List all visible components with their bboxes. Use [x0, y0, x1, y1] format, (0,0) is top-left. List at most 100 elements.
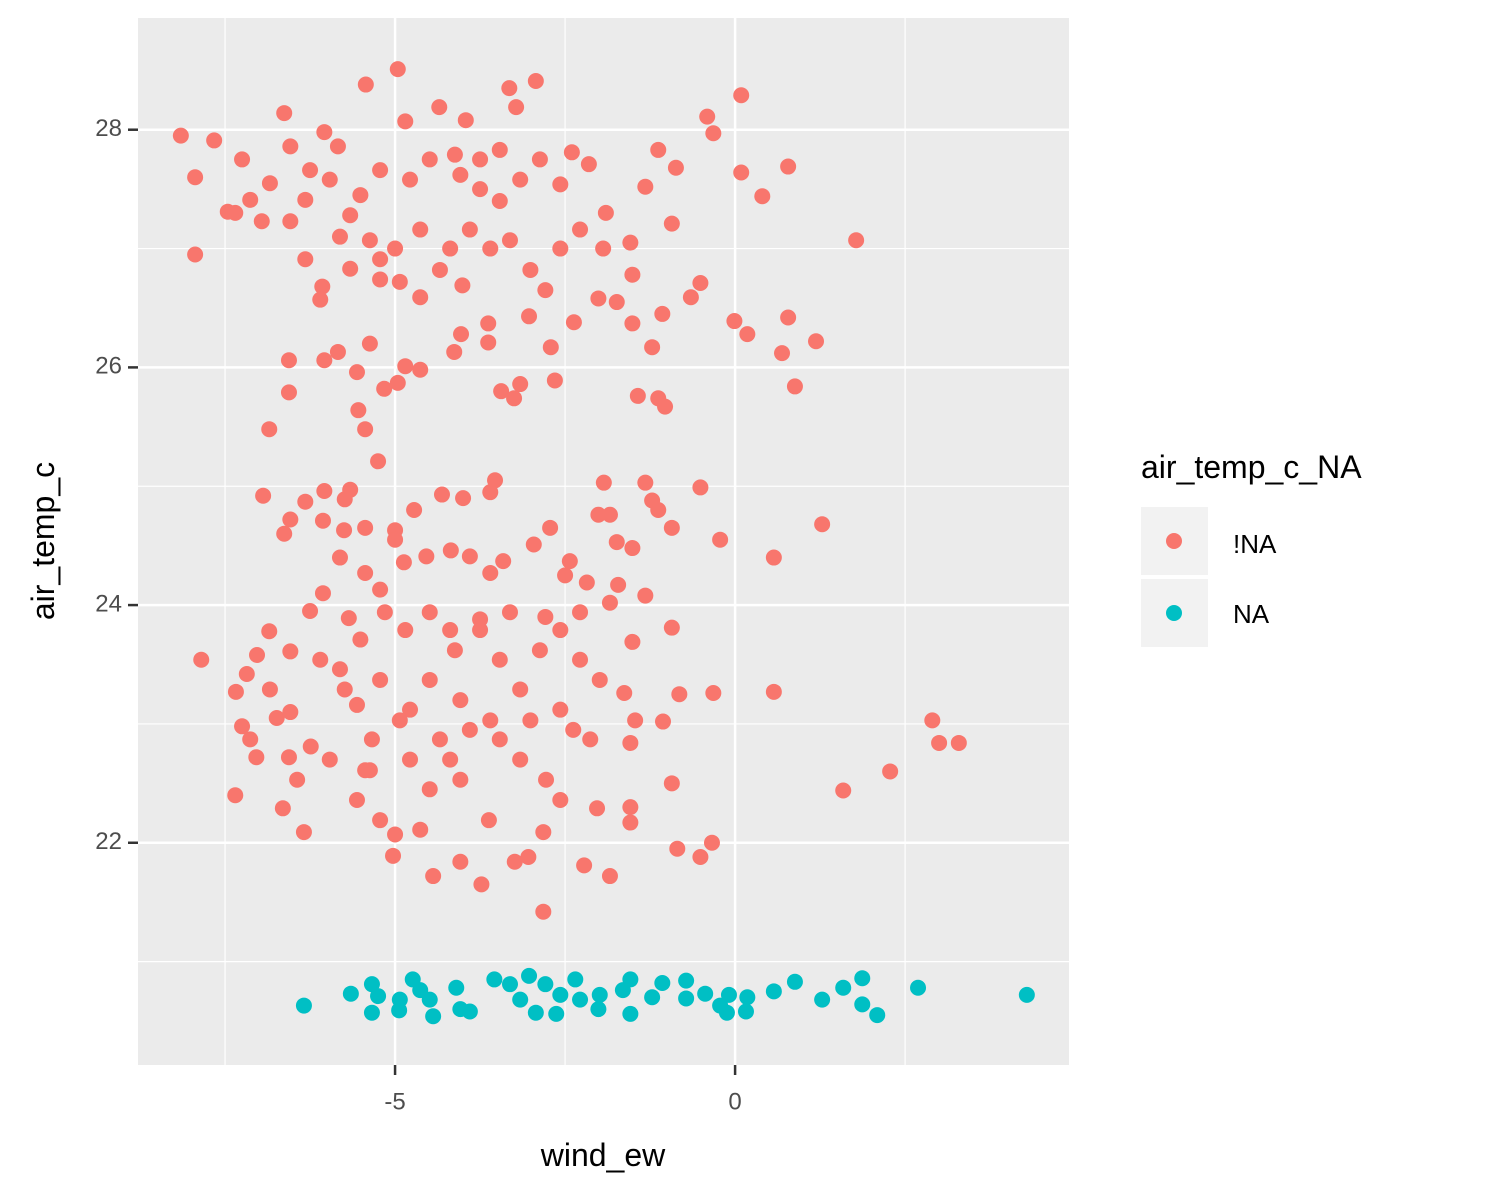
legend-title: air_temp_c_NA [1141, 449, 1362, 485]
point [348, 364, 365, 381]
point [501, 232, 518, 249]
y-tick-label: 26 [95, 353, 122, 380]
point [302, 603, 319, 620]
point [340, 610, 357, 627]
point [329, 138, 346, 155]
point [472, 611, 489, 628]
y-tick-label: 22 [95, 828, 122, 855]
point [608, 534, 625, 551]
point [667, 159, 684, 176]
point [501, 604, 518, 621]
point [412, 221, 429, 238]
point [678, 990, 695, 1007]
point [582, 731, 599, 748]
point [370, 988, 387, 1005]
point [580, 156, 597, 173]
point [461, 221, 478, 238]
point [610, 576, 627, 593]
point [627, 712, 644, 729]
point [357, 421, 374, 438]
point [363, 976, 380, 993]
point [622, 1005, 639, 1022]
point [726, 313, 743, 330]
point [589, 800, 606, 817]
point [452, 853, 469, 870]
point [535, 903, 552, 920]
panel [138, 18, 1069, 1065]
point [242, 191, 259, 208]
point [276, 525, 293, 542]
point [357, 762, 374, 779]
point [336, 681, 353, 698]
point [302, 162, 319, 179]
point [572, 604, 589, 621]
legend-symbol [1166, 605, 1182, 621]
point [624, 315, 641, 332]
point [238, 666, 255, 683]
point [282, 704, 299, 721]
point [361, 232, 378, 249]
point [442, 240, 459, 257]
point [421, 151, 438, 168]
point [248, 749, 265, 766]
x-axis-title: wind_ew [540, 1137, 666, 1173]
point [461, 721, 478, 738]
point [280, 352, 297, 369]
point [297, 251, 314, 268]
point [521, 967, 538, 984]
point [848, 232, 865, 249]
point [491, 651, 508, 668]
axes: -5 0 22 24 26 28 [95, 115, 741, 1115]
point [406, 502, 423, 519]
point [397, 358, 414, 375]
point [227, 204, 244, 221]
point [433, 486, 450, 503]
point [754, 188, 771, 205]
point [421, 671, 438, 688]
point [854, 970, 871, 987]
point [521, 308, 538, 325]
point [591, 671, 608, 688]
point [650, 502, 667, 519]
point [644, 989, 661, 1006]
point [567, 971, 584, 988]
point [261, 421, 278, 438]
point [522, 712, 539, 729]
point [552, 791, 569, 808]
point [548, 1005, 565, 1022]
point [910, 979, 927, 996]
point [814, 516, 831, 533]
point [391, 273, 408, 290]
point [473, 876, 490, 893]
point [950, 734, 967, 751]
point [739, 989, 756, 1006]
point [527, 1004, 544, 1021]
point [814, 991, 831, 1008]
point [397, 113, 414, 130]
point [616, 685, 633, 702]
point [622, 734, 639, 751]
legend-label: NA [1233, 599, 1270, 629]
point [682, 289, 699, 306]
point [733, 87, 750, 104]
point [314, 585, 331, 602]
point [486, 971, 503, 988]
point [637, 474, 654, 491]
point [295, 824, 312, 841]
point [193, 651, 210, 668]
point [395, 554, 412, 571]
point [352, 631, 369, 648]
point [552, 240, 569, 257]
point [671, 686, 688, 703]
point [425, 1008, 442, 1025]
point [372, 251, 389, 268]
point [512, 751, 529, 768]
points [172, 61, 1035, 1025]
point [385, 847, 402, 864]
point [737, 1003, 754, 1020]
point [590, 1001, 607, 1018]
point [376, 380, 393, 397]
point [361, 335, 378, 352]
point [280, 384, 297, 401]
point [282, 138, 299, 155]
